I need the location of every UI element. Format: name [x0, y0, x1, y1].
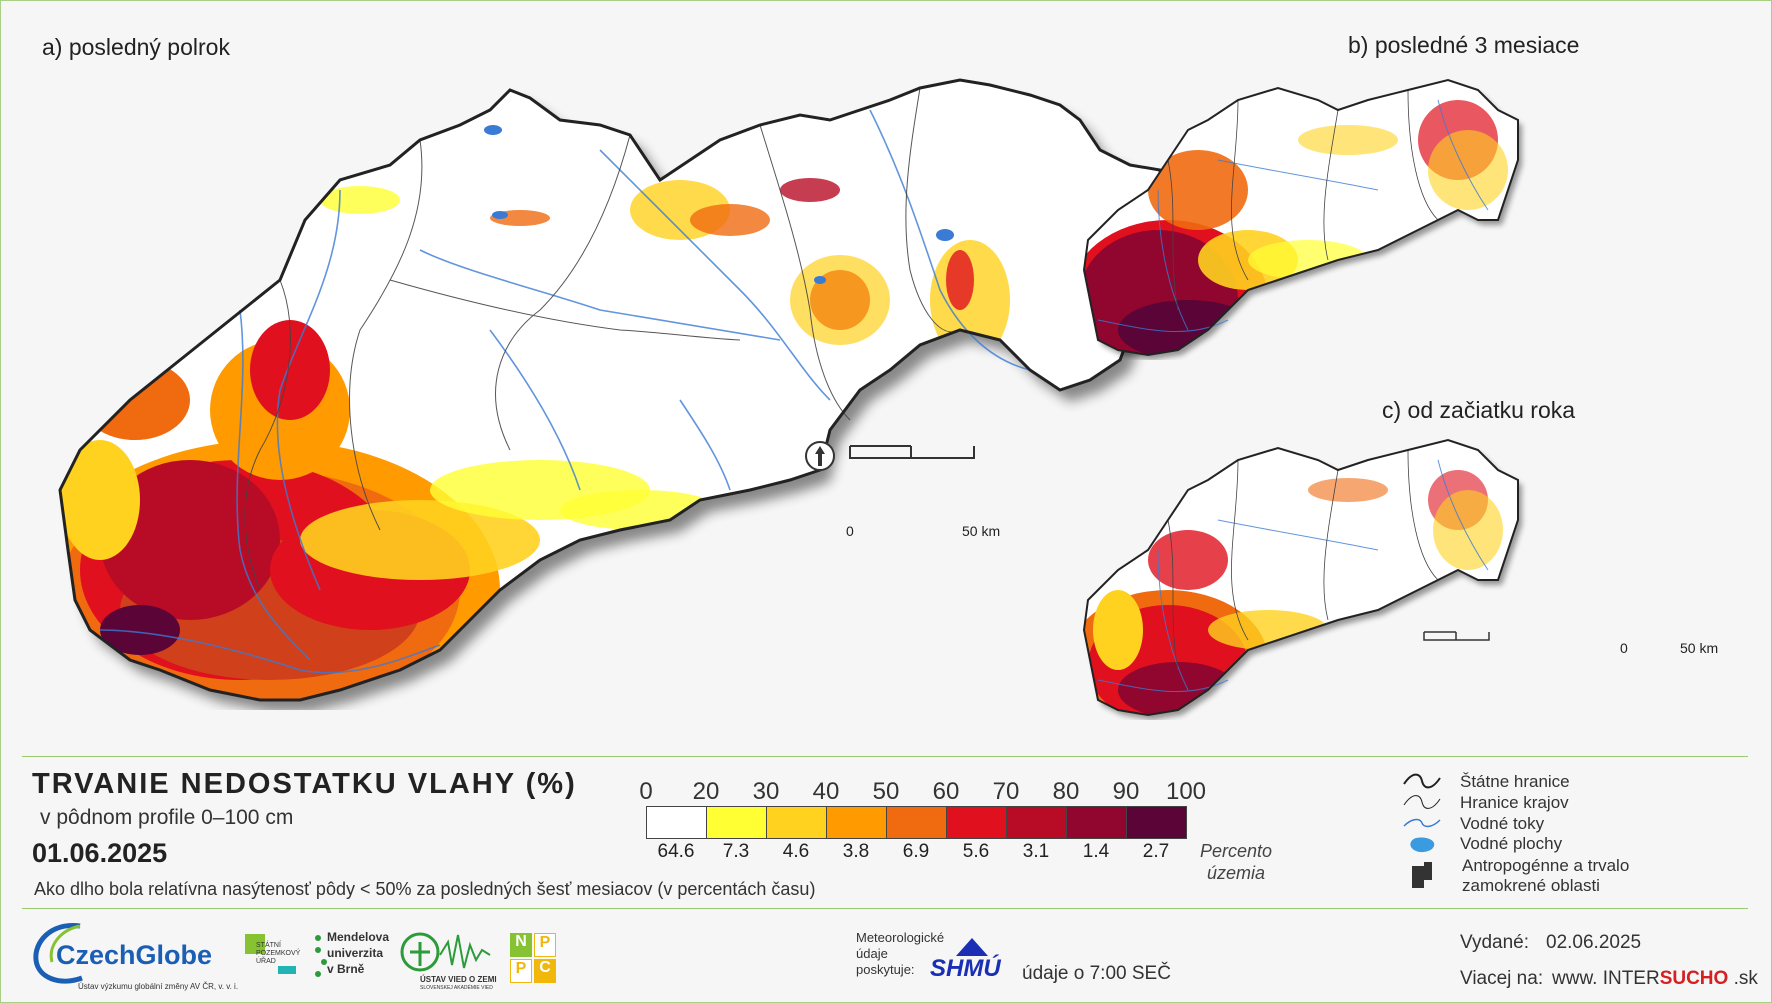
scale-tick: 70 — [992, 778, 1020, 805]
legend-rivers: Vodné toky — [1460, 814, 1545, 833]
czechglobe-name: CzechGlobe — [56, 940, 213, 970]
scale-tick: 0 — [639, 778, 653, 805]
mendel-logo — [315, 935, 327, 977]
divider-top — [22, 756, 1748, 757]
color-swatch — [647, 807, 707, 838]
map-date: 01.06.2025 — [32, 838, 168, 868]
percent-value: 1.4 — [1082, 841, 1110, 862]
map-title: TRVANIE NEDOSTATKU VLAHY (%) — [32, 768, 577, 800]
percent-value: 7.3 — [722, 841, 750, 862]
scale-tick: 40 — [812, 778, 840, 805]
color-swatch — [1007, 807, 1067, 838]
color-swatch — [947, 807, 1007, 838]
state-border-icon — [1403, 773, 1441, 789]
mendel-1: Mendelova — [327, 930, 390, 944]
panel-a-label: a) posledný polrok — [42, 34, 230, 60]
percent-title: Percento územia — [1199, 841, 1273, 883]
met-2: údaje — [856, 946, 888, 961]
percent-value: 4.6 — [782, 841, 810, 862]
wetland-icon — [1412, 862, 1432, 888]
small-scale-zero: 0 — [1620, 640, 1628, 656]
nppc-logo: N P P C — [510, 933, 556, 983]
mendel-3: v Brně — [327, 962, 365, 976]
spu-logo-accent — [278, 966, 296, 974]
spu-text-1: STÁTNÍ — [256, 942, 281, 949]
divider-bottom — [22, 908, 1748, 909]
legend-wetlands-1: Antropogénne a trvalo — [1462, 856, 1630, 875]
spu-text-3: ÚŘAD — [256, 958, 276, 965]
scale-tick: 90 — [1112, 778, 1140, 805]
map-description: Ako dlho bola relatívna nasýtenosť pôdy … — [34, 879, 816, 899]
north-arrow-icon — [805, 441, 835, 471]
czechglobe-logo — [33, 923, 83, 984]
small-scale-bar — [1423, 631, 1490, 641]
percent-value: 2.7 — [1142, 841, 1170, 862]
legend-wetlands-2: zamokrené oblasti — [1462, 876, 1600, 895]
map-since-start-of-year — [1083, 439, 1519, 716]
spu-text-2: POZEMKOVÝ — [256, 950, 301, 957]
scale-zero: 0 — [846, 523, 854, 539]
color-swatch — [1067, 807, 1127, 838]
issued-label: Vydané: — [1460, 932, 1530, 953]
percent-value: 3.1 — [1022, 841, 1050, 862]
mendel-2: univerzita — [327, 946, 384, 960]
scale-tick: 20 — [692, 778, 720, 805]
small-scale-fifty: 50 km — [1680, 640, 1719, 656]
regional-border-icon — [1403, 795, 1441, 809]
met-3: poskytuje: — [856, 962, 915, 977]
percent-value: 5.6 — [962, 841, 990, 862]
scale-tick: 60 — [932, 778, 960, 805]
scale-tick: 50 — [872, 778, 900, 805]
legend-water-bodies: Vodné plochy — [1460, 834, 1563, 853]
percent-value: 64.6 — [657, 841, 695, 862]
met-1: Meteorologické — [856, 930, 945, 945]
shmu-logo: SHMÚ — [930, 955, 1001, 982]
percent-value: 3.8 — [842, 841, 870, 862]
color-swatch — [707, 807, 767, 838]
color-swatch — [1127, 807, 1186, 838]
river-icon — [1403, 818, 1441, 828]
color-swatch — [887, 807, 947, 838]
scale-tick: 100 — [1165, 778, 1207, 805]
percent-value: 6.9 — [902, 841, 930, 862]
scale-tick: 80 — [1052, 778, 1080, 805]
uvz-logo — [400, 932, 491, 972]
issued-date: 02.06.2025 — [1546, 932, 1642, 953]
intersucho-link[interactable]: www. INTERSUCHO .sk — [1552, 968, 1758, 989]
map-subtitle: v pôdnom profile 0–100 cm — [40, 806, 294, 829]
panel-b-label: b) posledné 3 mesiace — [1348, 32, 1580, 58]
color-swatch — [827, 807, 887, 838]
color-scale — [646, 806, 1187, 839]
map-last-3-months — [1083, 79, 1519, 356]
scale-bar — [849, 445, 975, 459]
legend-regional-borders: Hranice krajov — [1460, 793, 1569, 812]
legend-state-borders: Štátne hranice — [1460, 772, 1570, 791]
czechglobe-sub: Ústav výzkumu globální změny AV ČR, v. v… — [78, 982, 239, 991]
uvz-2: SLOVENSKEJ AKADÉMIE VIED — [420, 985, 493, 991]
main-map — [58, 78, 1167, 702]
scale-tick: 30 — [752, 778, 780, 805]
water-body-icon — [1410, 837, 1435, 853]
spu-logo — [245, 934, 265, 954]
more-label: Viacej na: — [1460, 968, 1544, 989]
shmu-logo-icon — [956, 938, 988, 956]
panel-c-label: c) od začiatku roka — [1382, 397, 1576, 423]
data-time: údaje o 7:00 SEČ — [1022, 963, 1171, 984]
color-swatch — [767, 807, 827, 838]
scale-fifty: 50 km — [962, 523, 1001, 539]
uvz-1: ÚSTAV VIED O ZEMI — [420, 975, 497, 984]
